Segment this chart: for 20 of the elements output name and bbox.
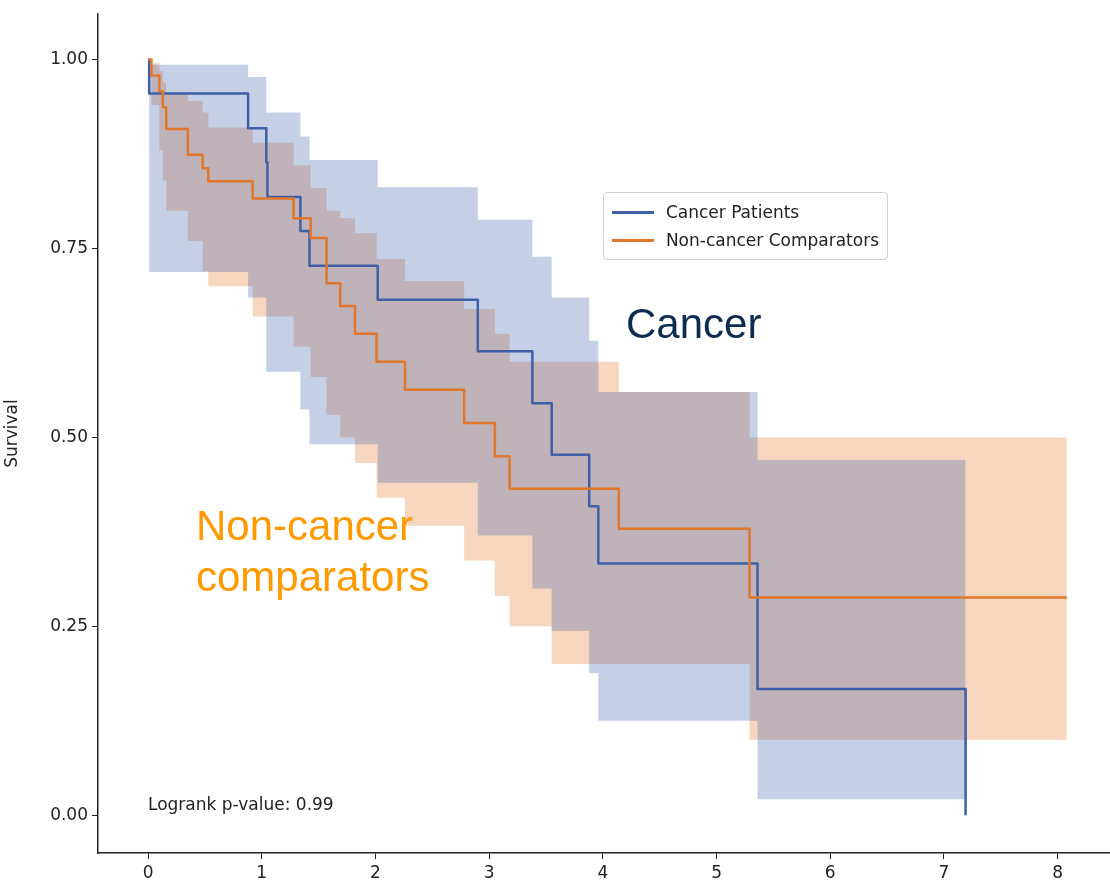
y-tick-label: 0.00 — [50, 803, 88, 824]
x-tick-label: 4 — [597, 861, 609, 882]
annotation: Logrank p-value: 0.99 — [148, 794, 334, 814]
y-tick-label: 0.25 — [50, 614, 88, 635]
x-tick-label: 6 — [824, 861, 836, 882]
x-tick-label: 0 — [142, 861, 154, 882]
y-tick-label: 1.00 — [50, 47, 88, 68]
y-tick-label: 0.75 — [50, 236, 88, 257]
annotation: Non-cancer comparators — [196, 501, 431, 603]
x-tick-label: 3 — [483, 861, 495, 882]
legend-label: Cancer Patients — [665, 202, 800, 222]
x-tick-label: 8 — [1052, 861, 1064, 882]
x-tick-label: 5 — [711, 861, 722, 882]
legend-label: Non-cancer Comparators — [665, 230, 879, 250]
x-tick-label: 1 — [256, 861, 268, 882]
annotation: Cancer — [626, 300, 762, 348]
y-tick-label: 0.50 — [50, 425, 88, 446]
x-tick-label: 7 — [938, 861, 950, 882]
y-axis-title: Survival — [0, 399, 21, 468]
x-tick-label: 2 — [370, 861, 381, 882]
